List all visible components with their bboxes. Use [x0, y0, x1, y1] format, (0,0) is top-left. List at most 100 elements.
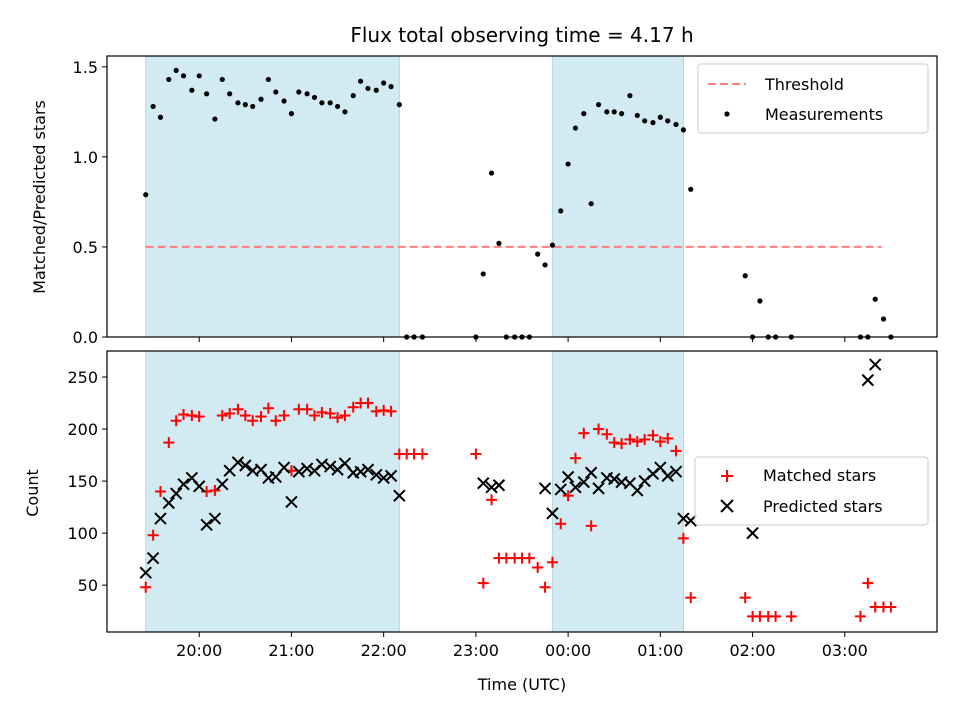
measurement-point	[288, 111, 295, 117]
predicted-star-point	[569, 481, 582, 494]
predicted-star-point	[661, 469, 674, 483]
measurement-point	[157, 114, 164, 120]
predicted-star-point	[139, 566, 152, 579]
measurement-point	[558, 208, 564, 214]
measurement-point	[296, 89, 302, 95]
predicted-star-point	[285, 495, 298, 509]
predicted-star-point	[485, 481, 498, 494]
measurement-point	[642, 118, 648, 124]
predicted-star-point	[477, 476, 490, 490]
bottom-x-ticks: 20:00 21:00 22:00 23:00 00:00 01:00 02:00 03:00	[176, 632, 868, 660]
matched-star-point	[647, 429, 659, 441]
predicted-star-point	[684, 514, 697, 527]
x-tick-label: 03:00	[822, 641, 868, 660]
y-tick-label: 1.5	[73, 58, 98, 77]
y-tick-label: 1.0	[73, 148, 98, 167]
matched-star-point	[770, 610, 782, 622]
matched-star-point	[654, 436, 666, 448]
measurement-point	[311, 94, 318, 101]
measurement-point	[196, 73, 202, 79]
matched-star-point	[416, 448, 428, 460]
legend-matched-swatch	[721, 470, 733, 482]
y-tick-label: 0.0	[73, 328, 98, 347]
measurement-point	[549, 242, 556, 248]
matched-star-points	[140, 397, 897, 622]
matched-star-point	[147, 529, 159, 541]
measurement-point	[342, 109, 348, 115]
matched-star-point	[140, 581, 152, 593]
chart-title: Flux total observing time = 4.17 h	[350, 23, 693, 47]
matched-star-point	[370, 405, 382, 417]
x-tick-label: 02:00	[730, 641, 776, 660]
predicted-star-point	[631, 484, 644, 497]
matched-star-point	[201, 486, 213, 497]
matched-star-point	[477, 577, 489, 589]
measurement-point	[235, 100, 241, 106]
measurement-point	[581, 111, 587, 117]
predicted-star-point	[200, 518, 213, 532]
matched-star-point	[539, 581, 551, 593]
legend-predicted-label: Predicted stars	[763, 497, 883, 516]
observing-window-1	[145, 350, 400, 633]
predicted-star-point	[393, 489, 406, 502]
measurement-point	[619, 111, 625, 117]
predicted-star-point	[669, 465, 683, 478]
observing-window-2	[551, 55, 684, 338]
predicted-star-point	[492, 479, 506, 492]
predicted-star-point	[323, 460, 337, 473]
y-tick-label: 150	[67, 472, 98, 491]
predicted-star-point	[354, 465, 367, 478]
measurement-point	[250, 103, 256, 110]
matched-star-point	[685, 592, 697, 604]
measurement-point	[227, 91, 233, 97]
legend-measurements-label: Measurements	[765, 105, 883, 124]
matched-star-point	[662, 432, 674, 444]
x-tick-label: 00:00	[545, 641, 591, 660]
measurement-point	[365, 85, 371, 92]
y-tick-label: 100	[67, 524, 98, 543]
x-tick-label: 21:00	[268, 641, 314, 660]
predicted-star-point	[300, 462, 314, 475]
measurement-point	[180, 73, 187, 79]
matched-star-point	[555, 518, 567, 530]
matched-star-point	[523, 552, 535, 564]
predicted-star-points	[139, 358, 882, 579]
measurement-point	[872, 296, 878, 302]
measurement-point	[242, 102, 248, 108]
matched-star-point	[332, 412, 344, 424]
ratio-panel: 0.0 0.5 1.0 1.5 Matched/Predicted stars Thr…	[30, 55, 938, 347]
matched-star-point	[739, 592, 751, 604]
x-tick-label: 20:00	[176, 641, 222, 660]
predicted-star-point	[146, 551, 160, 565]
matched-star-point	[163, 437, 175, 449]
count-panel: 50 100 150 200 250 20:00 21:00 22:00 23:00 00:00…	[23, 350, 938, 694]
measurement-point	[757, 298, 763, 304]
measurement-point	[742, 273, 748, 279]
matched-star-point	[624, 433, 636, 445]
matched-star-point	[385, 405, 397, 417]
matched-star-point	[262, 402, 274, 414]
matched-star-point	[324, 407, 336, 419]
predicted-star-point	[154, 512, 167, 525]
predicted-star-point	[546, 507, 559, 520]
measurement-point	[396, 102, 402, 108]
measurement-point	[604, 109, 610, 115]
observing-windows-top	[145, 55, 684, 338]
legend-matched-label: Matched stars	[763, 466, 876, 485]
matched-star-point	[546, 556, 558, 568]
measurement-point	[334, 103, 341, 110]
measurement-point	[219, 76, 225, 83]
matched-star-point	[670, 445, 682, 457]
measurement-point	[657, 114, 663, 120]
measurement-point	[265, 76, 271, 83]
y-tick-label: 50	[78, 576, 98, 595]
predicted-star-point	[361, 463, 375, 476]
matched-star-point	[362, 397, 374, 409]
matched-star-point	[885, 601, 897, 613]
matched-star-point	[854, 610, 866, 622]
matched-star-point	[862, 577, 874, 589]
measurement-point	[880, 316, 887, 322]
matched-star-point	[486, 494, 498, 506]
matched-star-point	[339, 410, 351, 422]
predicted-star-point	[162, 496, 175, 510]
